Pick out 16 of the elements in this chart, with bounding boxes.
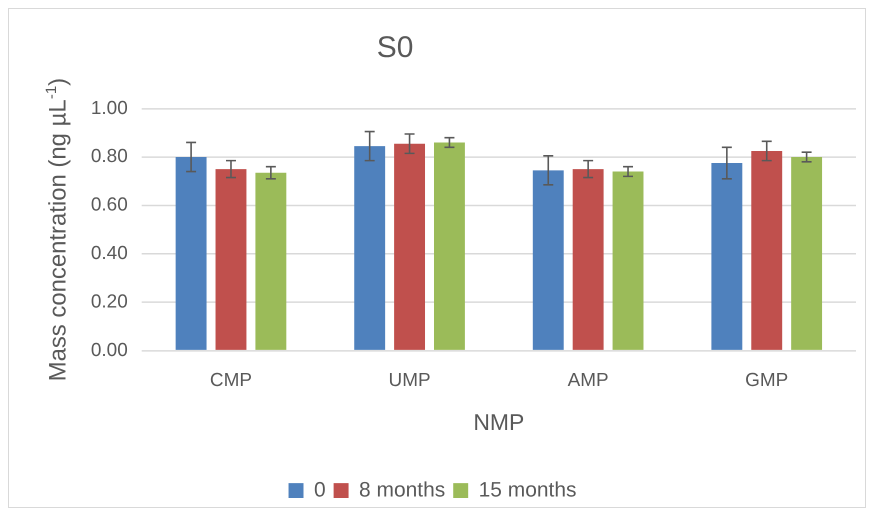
legend-label: 0	[314, 478, 326, 502]
x-tick-label: AMP	[568, 370, 609, 392]
y-tick-label: 0.20	[90, 291, 128, 312]
x-tick-label: CMP	[210, 370, 252, 392]
x-axis-title: NMP	[473, 408, 524, 435]
x-tick-label: UMP	[388, 370, 431, 392]
y-axis-title: Mass concentration (ng µL-1)	[43, 78, 72, 382]
legend-label: 15 months	[478, 478, 576, 502]
chart-title: S0	[376, 31, 414, 64]
legend-label: 8 months	[359, 478, 446, 502]
y-tick-label: 0.60	[90, 194, 128, 216]
y-tick-label: 0.40	[90, 243, 128, 264]
y-tick-label: 0.00	[90, 340, 128, 361]
y-tick-label: 0.80	[90, 146, 128, 168]
y-tick-label: 1.00	[90, 98, 128, 119]
x-tick-label: GMP	[745, 370, 788, 392]
